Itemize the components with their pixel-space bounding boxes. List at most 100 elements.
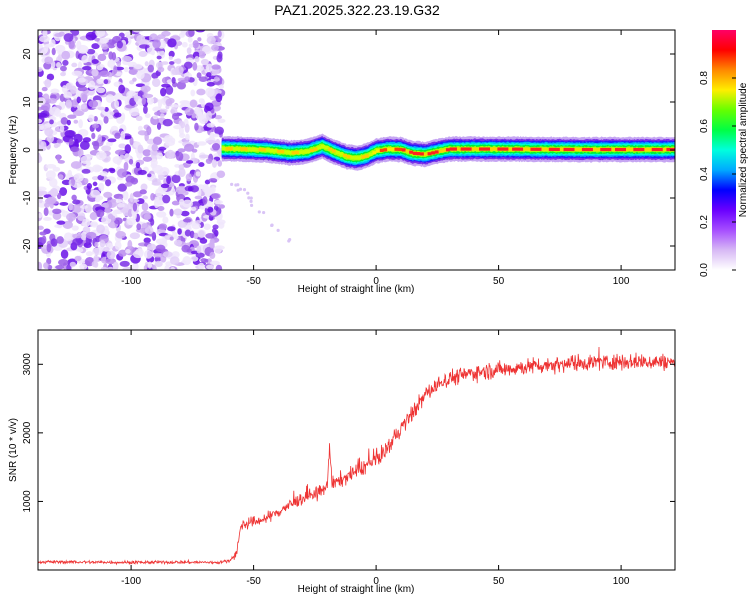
noise-cell: [85, 231, 97, 240]
noise-cell: [138, 50, 148, 58]
noise-cell: [68, 138, 74, 146]
noise-cell: [146, 243, 157, 250]
ridge-core: [490, 147, 494, 151]
ridge-core: [265, 148, 270, 152]
noise-cell: [287, 239, 291, 243]
ridge-core: [416, 152, 421, 156]
spectrogram-x-ticks: -100 -50 0 50 100: [121, 30, 630, 287]
noise-cell: [198, 162, 205, 168]
ridge-core: [394, 147, 399, 151]
noise-cell: [74, 255, 82, 262]
ridge-core: [453, 147, 458, 151]
noise-cell: [142, 93, 154, 99]
noise-cell: [117, 183, 127, 192]
noise-cell: [206, 110, 212, 121]
noise-cell: [156, 152, 163, 160]
noise-cell: [128, 158, 134, 165]
noise-cell: [44, 78, 52, 88]
noise-cell: [95, 30, 106, 38]
noise-cell: [132, 30, 144, 33]
noise-cell: [195, 220, 202, 224]
noise-cell: [46, 196, 57, 204]
noise-cell: [86, 48, 96, 55]
noise-cell: [206, 122, 216, 128]
noise-cell: [188, 43, 194, 48]
noise-cell: [88, 114, 95, 123]
noise-cell: [155, 188, 163, 198]
noise-cell: [209, 240, 215, 249]
ridge-core: [317, 146, 322, 150]
noise-cell: [158, 146, 167, 151]
noise-cell: [249, 199, 253, 203]
noise-cell: [183, 143, 195, 152]
noise-cell: [49, 187, 59, 198]
ridge-core: [574, 147, 579, 152]
x-tick-label: 0: [373, 276, 379, 287]
noise-cell: [198, 50, 206, 59]
noise-cell: [115, 230, 126, 239]
snr-frame: [37, 329, 676, 571]
ridge-core: [332, 149, 336, 153]
noise-cell: [117, 168, 127, 178]
noise-cell: [77, 86, 88, 92]
noise-cell: [38, 225, 44, 231]
noise-cell: [175, 151, 184, 161]
noise-cell: [175, 58, 182, 65]
ridge-core: [405, 149, 410, 153]
noise-cell: [185, 173, 192, 182]
noise-cell: [38, 35, 50, 43]
noise-cell: [206, 264, 215, 270]
ridge-core: [409, 150, 414, 154]
noise-cell: [150, 218, 155, 226]
ridge-core: [442, 148, 447, 153]
spectrogram-ridge: [221, 133, 675, 171]
noise-cell: [137, 130, 148, 136]
noise-cell: [162, 216, 169, 224]
noise-cell: [160, 113, 165, 119]
noise-cell: [194, 195, 203, 200]
noise-cell: [156, 122, 162, 130]
noise-cell: [46, 134, 55, 143]
ridge-core: [460, 147, 465, 151]
noise-cell: [123, 66, 129, 73]
ridge-core: [666, 147, 671, 152]
ridge-core: [614, 147, 619, 152]
x-tick-label: 100: [613, 576, 630, 587]
noise-cell: [185, 133, 190, 141]
noise-cell: [147, 173, 152, 178]
noise-cell: [99, 37, 109, 44]
noise-cell: [71, 194, 77, 201]
noise-cell: [80, 104, 87, 110]
noise-cell: [143, 87, 148, 97]
noise-cell: [60, 65, 67, 72]
ridge-core: [556, 147, 561, 152]
noise-cell: [103, 191, 113, 199]
y-tick-label: 20: [22, 48, 33, 60]
noise-cell: [77, 77, 86, 83]
x-tick-label: -50: [246, 576, 261, 587]
noise-cell: [246, 191, 250, 195]
noise-cell: [79, 263, 88, 270]
noise-cell: [206, 35, 216, 45]
noise-cell: [73, 133, 83, 143]
noise-cell: [196, 72, 202, 79]
ridge-core: [563, 147, 568, 152]
noise-cell: [217, 30, 222, 38]
noise-cell: [135, 161, 141, 169]
noise-cell: [206, 82, 215, 87]
noise-cell: [106, 141, 113, 147]
noise-cell: [216, 170, 226, 179]
noise-cell: [96, 64, 104, 71]
ridge-core: [508, 147, 513, 151]
noise-cell: [142, 149, 152, 157]
noise-cell: [179, 132, 186, 138]
ridge-core: [368, 152, 373, 157]
noise-cell: [190, 89, 196, 97]
noise-cell: [108, 51, 114, 60]
noise-cell: [276, 228, 280, 232]
noise-cell: [99, 171, 108, 177]
noise-cell: [249, 196, 253, 200]
noise-cell: [173, 125, 183, 130]
noise-cell: [72, 233, 82, 239]
